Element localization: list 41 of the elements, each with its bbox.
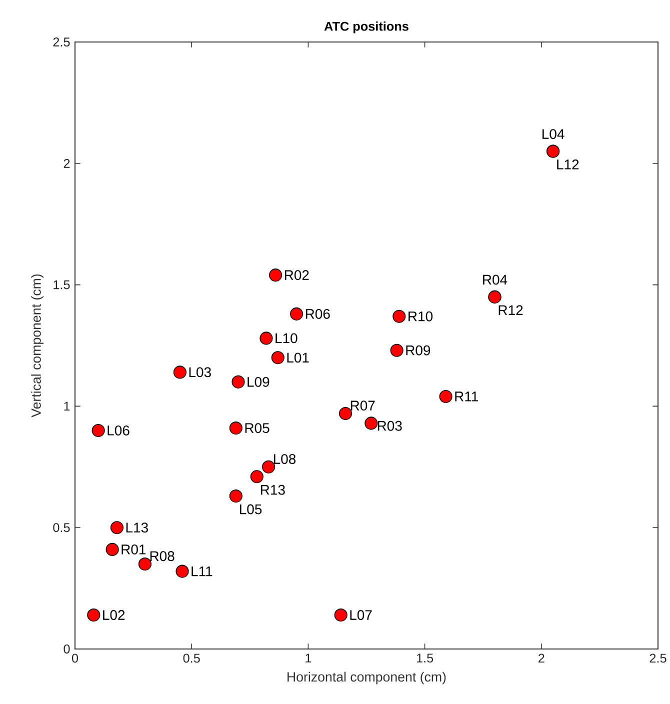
x-tick-label: 0.5 <box>183 654 200 663</box>
x-tick-label: 1.5 <box>416 654 434 663</box>
y-tick-label: 2.5 <box>53 38 70 46</box>
y-axis-title: Vertical component (cm) <box>31 274 44 418</box>
x-tick-label: 0 <box>72 654 78 663</box>
annotation: R08 <box>150 551 174 562</box>
annotation: L07 <box>350 610 372 620</box>
annotation: R06 <box>306 308 330 319</box>
annotation: R03 <box>378 420 402 431</box>
x-tick-label: 2 <box>538 654 544 663</box>
y-tick-label: 0.5 <box>53 523 70 532</box>
annotation: R02 <box>284 270 309 280</box>
annotation: L12 <box>557 160 579 170</box>
x-axis-title: Horizontal component (cm) <box>288 672 446 684</box>
annotation: R13 <box>260 484 285 495</box>
annotation: R04 <box>483 274 508 285</box>
annotation: R10 <box>408 311 433 322</box>
annotation: L09 <box>248 376 270 387</box>
annotation: L02 <box>103 610 125 620</box>
y-tick-label: 2 <box>64 158 70 168</box>
annotation: R05 <box>245 423 270 434</box>
annotation: R11 <box>455 392 478 402</box>
annotation: L04 <box>542 129 564 140</box>
annotation: R01 <box>122 544 146 554</box>
annotation: L03 <box>189 367 211 378</box>
annotation: L01 <box>287 352 309 363</box>
annotation: R09 <box>406 345 430 356</box>
x-tick-label: 2.5 <box>650 654 666 663</box>
x-tick-label: 1 <box>306 654 312 662</box>
annotation: L08 <box>274 454 296 464</box>
y-tick-label: 0 <box>64 644 70 654</box>
annotation: R07 <box>350 400 375 411</box>
y-tick-label: 1.5 <box>54 280 70 290</box>
annotation: L13 <box>126 522 148 533</box>
y-tick-label: 1 <box>64 402 70 411</box>
annotation: L05 <box>240 504 262 514</box>
annotation: L11 <box>192 566 212 576</box>
annotation: R12 <box>498 305 523 315</box>
annotation: L06 <box>108 426 130 436</box>
chart-title: ATC positions <box>324 21 408 34</box>
annotation: L10 <box>276 333 298 344</box>
